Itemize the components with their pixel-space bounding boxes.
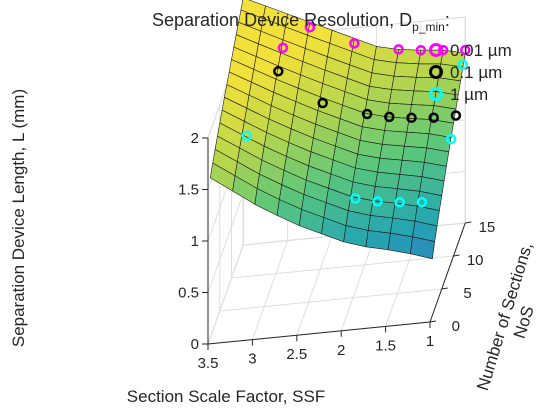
z-axis-label: Separation Device Length, L (mm) xyxy=(9,89,28,347)
surface-patch xyxy=(397,174,423,192)
y-tick-label: 0 xyxy=(452,318,460,335)
z-tick-label: 1 xyxy=(191,233,199,250)
marker-1um xyxy=(394,197,405,208)
surface-patch xyxy=(210,162,236,192)
y-tick-mark xyxy=(453,254,460,257)
surface-patch xyxy=(381,130,408,147)
legend-marker xyxy=(429,65,443,79)
x-tick-label: 1.5 xyxy=(375,337,396,354)
marker-0.01um xyxy=(415,44,427,56)
x-axis-line xyxy=(207,321,431,345)
x-tick-label: 2 xyxy=(337,342,345,359)
chart-title-main: Separation Device Resolution, D xyxy=(152,10,412,30)
legend-marker xyxy=(429,87,443,101)
surface-patch xyxy=(374,171,401,189)
surface-patch xyxy=(391,75,417,92)
surface-patch xyxy=(404,131,430,149)
marker-0.01um xyxy=(460,44,471,56)
legend-label: 0.01 µm xyxy=(450,41,512,60)
z-tick-label: 1.5 xyxy=(178,182,199,199)
x-tick-label: 1 xyxy=(426,333,434,350)
surface-patch xyxy=(401,145,427,163)
legend-label: 1 µm xyxy=(450,85,488,104)
y-tick-mark xyxy=(429,320,437,323)
marker-0.1um xyxy=(273,66,284,77)
marker-0.01um xyxy=(393,44,404,55)
marker-0.1um xyxy=(317,97,328,109)
legend: 0.01 µm 0.1 µm 1 µm xyxy=(429,41,512,104)
marker-0.1um xyxy=(361,108,373,120)
marker-0.01um xyxy=(304,22,316,33)
surface-patch xyxy=(388,89,415,105)
markers-group xyxy=(241,22,471,208)
marker-0.01um xyxy=(437,44,449,56)
surface-patch xyxy=(365,230,391,251)
marker-1um xyxy=(416,196,428,208)
y-axis-line xyxy=(429,222,466,323)
marker-0.1um xyxy=(384,111,395,123)
z-tick-label: 2 xyxy=(191,130,199,147)
marker-1um xyxy=(372,196,383,207)
y-tick-label: 10 xyxy=(467,252,484,269)
surface-patch xyxy=(379,144,405,161)
marker-1um xyxy=(350,193,361,204)
y-tick-mark xyxy=(465,221,472,224)
x-tick-label: 2.5 xyxy=(286,346,307,363)
z-tick-label: 0 xyxy=(191,336,199,353)
marker-0.01um xyxy=(349,38,360,49)
marker-0.01um xyxy=(277,42,289,54)
surface-patch xyxy=(377,157,403,175)
chart-title: Separation Device Resolution, Dp_min: xyxy=(152,10,450,34)
y-tick-mark xyxy=(441,287,448,290)
surface-patch xyxy=(372,186,398,204)
legend-marker xyxy=(429,43,443,57)
surface-patch xyxy=(393,62,419,78)
y-tick-label: 5 xyxy=(463,285,471,302)
marker-1um xyxy=(445,133,457,145)
marker-0.1um xyxy=(450,110,462,121)
x-tick-label: 3.5 xyxy=(198,355,219,372)
surface-patch xyxy=(384,116,410,133)
surface-patch xyxy=(387,232,413,254)
chart-title-suffix: : xyxy=(445,10,450,30)
surface-patch xyxy=(367,215,394,234)
marker-1um xyxy=(241,130,252,142)
x-tick-label: 3 xyxy=(248,351,256,368)
z-tick-label: 0.5 xyxy=(178,285,199,302)
legend-label: 0.1 µm xyxy=(450,63,502,82)
y-tick-label: 15 xyxy=(479,219,496,236)
marker-0.1um xyxy=(428,112,439,123)
y-axis-label: Number of Sections,NoS xyxy=(473,240,550,399)
chart-title-subscript: p_min xyxy=(412,20,445,34)
x-axis-label: Section Scale Factor, SSF xyxy=(127,387,325,406)
surface-patch xyxy=(399,159,425,177)
marker-1um xyxy=(457,59,469,71)
marker-0.1um xyxy=(406,112,417,124)
